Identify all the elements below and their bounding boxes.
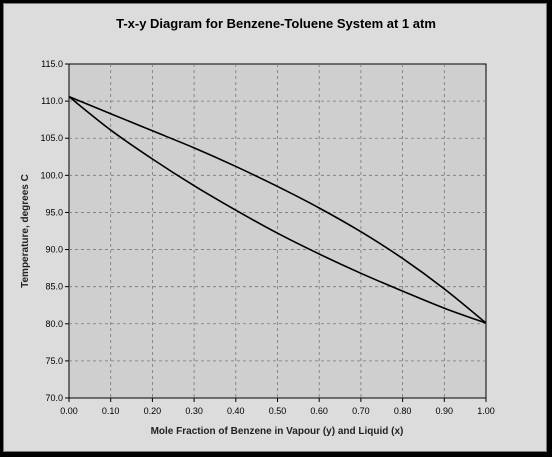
x-tick-label: 0.70	[352, 406, 370, 416]
x-tick-label: 1.00	[477, 406, 495, 416]
x-tick-label: 0.90	[436, 406, 454, 416]
series-group	[68, 95, 487, 324]
x-tick-label: 0.50	[269, 406, 287, 416]
y-tick-label: 105.0	[40, 133, 63, 143]
gridlines	[69, 64, 486, 398]
x-tick-label: 0.10	[102, 406, 120, 416]
y-axis-label: Temperature, degrees C	[20, 174, 31, 288]
y-tick-label: 75.0	[45, 356, 63, 366]
y-tick-label: 70.0	[45, 393, 63, 403]
y-tick-label: 110.0	[41, 96, 63, 106]
y-tick-label: 100.0	[40, 170, 63, 180]
chart-title: T-x-y Diagram for Benzene-Toluene System…	[116, 16, 436, 31]
y-tick-label: 80.0	[45, 319, 63, 329]
x-tick-label: 0.30	[185, 406, 203, 416]
y-tick-label: 85.0	[45, 282, 63, 292]
x-tick-label: 0.00	[60, 406, 78, 416]
x-tick-label: 0.80	[394, 406, 412, 416]
y-tick-labels: 70.0 75.0 80.0 85.0 90.0 95.0 100.0 105.0 110.0 1…	[40, 59, 69, 403]
x-tick-label: 0.40	[227, 406, 245, 416]
x-tick-label: 0.20	[144, 406, 162, 416]
y-tick-label: 95.0	[45, 207, 63, 217]
y-tick-label: 90.0	[45, 245, 63, 255]
x-tick-labels: 0.00 0.10 0.20 0.30 0.40 0.50 0.60 0.70 0.80 0.90…	[60, 398, 495, 416]
x-tick-label: 0.60	[310, 406, 328, 416]
dew-point-curve	[68, 95, 487, 324]
bubble-point-curve	[68, 96, 487, 324]
y-tick-label: 115.0	[41, 59, 63, 69]
x-axis-label: Mole Fraction of Benzene in Vapour (y) a…	[151, 426, 404, 437]
